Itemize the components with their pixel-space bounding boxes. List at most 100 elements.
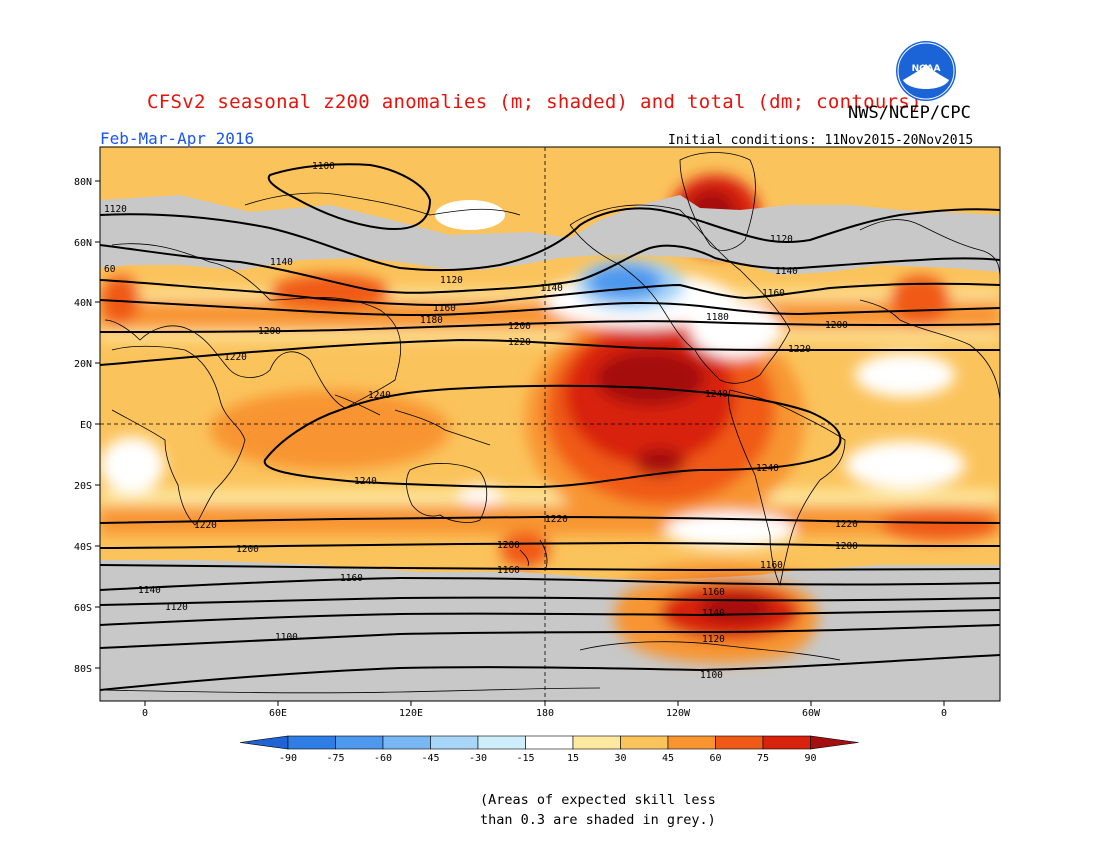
contour-label: 1240 bbox=[756, 463, 779, 474]
skill-footnote-line-2: than 0.3 are shaded in grey.) bbox=[480, 812, 716, 828]
longitude-axis: 0 60E 120E 180 120W 60W 0 bbox=[142, 701, 947, 719]
colorbar-swatch bbox=[525, 735, 574, 750]
lon-label-0-east: 0 bbox=[941, 708, 947, 719]
anomaly-tasman-orange bbox=[500, 532, 550, 568]
anomaly-pacific-90-south bbox=[635, 448, 685, 476]
lat-label-20s: 20S bbox=[74, 481, 92, 492]
contour-label: 1200 bbox=[236, 544, 259, 555]
colorbar-swatch bbox=[335, 735, 384, 750]
contour-label: 1160 bbox=[340, 573, 363, 584]
contour-label: 1120 bbox=[770, 234, 793, 245]
contour-label: 1240 bbox=[705, 389, 728, 400]
anomaly-warm-tropics-west bbox=[210, 390, 450, 470]
lat-label-40n: 40N bbox=[74, 298, 92, 309]
contour-label: 1180 bbox=[706, 312, 729, 323]
contour-label: 1120 bbox=[702, 634, 725, 645]
anomaly-asia-orange bbox=[270, 274, 390, 310]
anomaly-pacific-90-north bbox=[595, 350, 705, 406]
contour-label: 1200 bbox=[497, 540, 520, 551]
lat-label-eq: EQ bbox=[80, 420, 92, 431]
colorbar-tick-label: -90 bbox=[279, 753, 297, 764]
contour-label: 1140 bbox=[540, 283, 563, 294]
colorbar-swatch bbox=[477, 735, 526, 750]
anomaly-natlantic-white bbox=[855, 353, 955, 397]
contour-label: 1160 bbox=[433, 303, 456, 314]
noaa-logo: NOAA bbox=[896, 41, 956, 101]
anomaly-mideast-orange bbox=[100, 275, 140, 325]
lat-label-60s: 60S bbox=[74, 603, 92, 614]
anomaly-southern-ocean-east bbox=[880, 509, 1000, 541]
anomaly-europe-orange bbox=[890, 275, 950, 325]
colorbar-tick-label: -45 bbox=[421, 753, 439, 764]
contour-label: 1160 bbox=[497, 565, 520, 576]
contour-label: 1240 bbox=[354, 476, 377, 487]
anomaly-atlantic-white bbox=[845, 441, 965, 489]
agency-label: NWS/NCEP/CPC bbox=[848, 103, 971, 123]
anomaly-arctic-white bbox=[435, 200, 505, 230]
forecast-season: Feb-Mar-Apr 2016 bbox=[100, 129, 255, 148]
anomaly-indian-ocean-white bbox=[458, 485, 502, 505]
chart-title: CFSv2 seasonal z200 anomalies (m; shaded… bbox=[147, 91, 922, 113]
contour-label: 1160 bbox=[702, 587, 725, 598]
colorbar-swatch bbox=[287, 735, 336, 750]
contour-label: 1160 bbox=[762, 288, 785, 299]
anomaly-npac-neg-45 bbox=[587, 264, 663, 300]
colorbar-tick-label: 90 bbox=[804, 753, 816, 764]
skill-footnote-line-1: (Areas of expected skill less bbox=[480, 792, 716, 808]
lat-label-80s: 80S bbox=[74, 664, 92, 675]
contour-label: 1160 bbox=[760, 560, 783, 571]
latitude-axis: 80N 60N 40N 20N EQ 20S 40S 60S 80S bbox=[74, 177, 100, 675]
contour-label: 1200 bbox=[825, 320, 848, 331]
contour-label: 1220 bbox=[545, 514, 568, 525]
lon-label-60w: 60W bbox=[802, 708, 821, 719]
colorbar-tick-label: 75 bbox=[757, 753, 769, 764]
lat-label-20n: 20N bbox=[74, 359, 92, 370]
lat-label-40s: 40S bbox=[74, 542, 92, 553]
contour-label: 1140 bbox=[270, 257, 293, 268]
colorbar-arrow-low bbox=[239, 735, 289, 750]
contour-label: 60 bbox=[104, 264, 116, 275]
map-panel bbox=[100, 147, 1000, 701]
contour-label: 1140 bbox=[138, 585, 161, 596]
contour-label: 1200 bbox=[258, 326, 281, 337]
colorbar-tick-label: 15 bbox=[567, 753, 579, 764]
noaa-logo-text: NOAA bbox=[912, 64, 941, 74]
colorbar-tick-label: 45 bbox=[662, 753, 674, 764]
contour-label: 1140 bbox=[702, 608, 725, 619]
colorbar-tick-label: 60 bbox=[709, 753, 721, 764]
anomaly-africa-white bbox=[100, 437, 164, 493]
contour-label: 1220 bbox=[224, 352, 247, 363]
colorbar-swatch bbox=[620, 735, 669, 750]
contour-label: 1220 bbox=[194, 520, 217, 531]
lat-label-60n: 60N bbox=[74, 238, 92, 249]
colorbar-swatch bbox=[382, 735, 431, 750]
anomaly-namerica-white bbox=[690, 302, 780, 358]
colorbar-swatch bbox=[762, 735, 811, 750]
colorbar: -90 -75 -60 -45 -30 -15 15 30 45 60 75 90 bbox=[239, 735, 859, 764]
contour-label: 1220 bbox=[788, 344, 811, 355]
colorbar-tick-label: 30 bbox=[614, 753, 626, 764]
contour-label: 1200 bbox=[835, 541, 858, 552]
anomaly-satlantic-white bbox=[665, 512, 795, 548]
lon-label-120w: 120W bbox=[666, 708, 691, 719]
colorbar-arrow-high bbox=[810, 735, 859, 750]
contour-label: 1140 bbox=[775, 266, 798, 277]
lon-label-0: 0 bbox=[142, 708, 148, 719]
contour-label: 1240 bbox=[368, 390, 391, 401]
colorbar-swatch bbox=[715, 735, 764, 750]
colorbar-swatch bbox=[430, 735, 479, 750]
contour-label: 1200 bbox=[508, 321, 531, 332]
lat-label-80n: 80N bbox=[74, 177, 92, 188]
anomaly-arctic-orange bbox=[280, 160, 420, 200]
height-contours bbox=[100, 163, 1000, 691]
colorbar-swatch bbox=[667, 735, 716, 750]
contour-label: 1180 bbox=[420, 315, 443, 326]
contour-label: 1220 bbox=[835, 519, 858, 530]
lon-label-120e: 120E bbox=[399, 708, 423, 719]
contour-label: 1100 bbox=[275, 632, 298, 643]
colorbar-tick-label: -60 bbox=[374, 753, 392, 764]
initial-conditions: Initial conditions: 11Nov2015-20Nov2015 bbox=[668, 133, 974, 148]
colorbar-tick-label: -75 bbox=[326, 753, 344, 764]
contour-label-group: 1100 1120 60 1140 1120 1140 1160 1180 12… bbox=[104, 161, 858, 681]
contour-label: 1100 bbox=[312, 161, 335, 172]
